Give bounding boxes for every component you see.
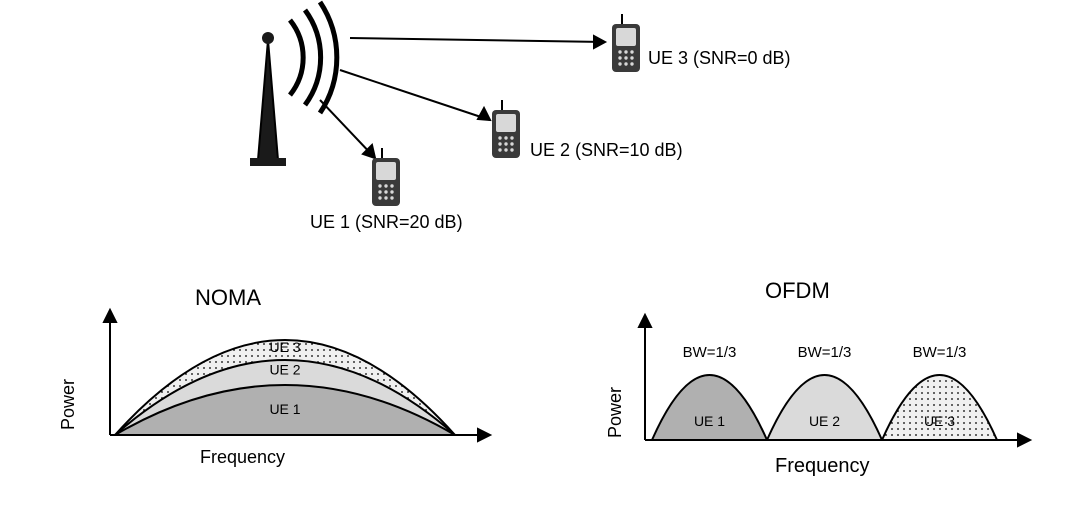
phone-ue3-icon: [612, 14, 640, 72]
antenna-icon: [250, 32, 286, 166]
ofdm-lobe-1: [652, 375, 767, 440]
ofdm-lobe-label-1: UE 1: [694, 413, 725, 429]
noma-layer-label-ue3: UE 3: [269, 339, 300, 355]
ofdm-ylabel: Power: [605, 387, 626, 438]
ofdm-bw-label-1: BW=1/3: [683, 344, 737, 361]
ofdm-bw-label-2: BW=1/3: [798, 344, 852, 361]
arrow-ue2: [340, 70, 490, 120]
arrow-ue1: [320, 100, 375, 158]
arrow-ue3: [350, 36, 605, 48]
noma-layer-label-ue2: UE 2: [269, 362, 300, 378]
scene-svg: [0, 0, 1082, 260]
ue2-label: UE 2 (SNR=10 dB): [530, 140, 683, 161]
ofdm-lobe-2: [767, 375, 882, 440]
radio-waves-icon: [290, 2, 337, 113]
noma-layer-label-ue1: UE 1: [269, 401, 300, 417]
noma-chart: UE 3 UE 2 UE 1: [40, 300, 510, 500]
ue3-label: UE 3 (SNR=0 dB): [648, 48, 791, 69]
ue1-label: UE 1 (SNR=20 dB): [310, 212, 463, 233]
ofdm-lobe-label-3: UE 3: [924, 413, 955, 429]
noma-xlabel: Frequency: [200, 447, 285, 468]
ofdm-bw-label-3: BW=1/3: [913, 344, 967, 361]
ofdm-lobe-label-2: UE 2: [809, 413, 840, 429]
phone-ue2-icon: [492, 100, 520, 158]
phone-ue1-icon: [372, 148, 400, 206]
ofdm-chart: UE 1 UE 2 UE 3 BW=1/3 BW=1/3 BW=1/3: [590, 295, 1060, 515]
ofdm-xlabel: Frequency: [775, 455, 870, 478]
noma-ylabel: Power: [58, 379, 79, 430]
